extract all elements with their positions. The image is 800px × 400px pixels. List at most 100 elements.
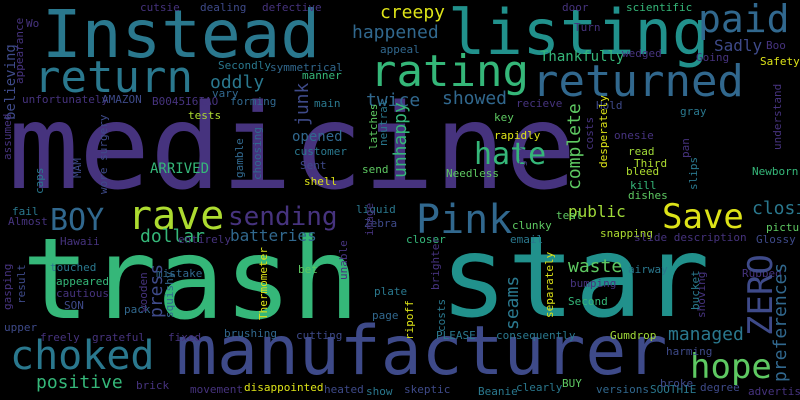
cloud-word: opened xyxy=(292,129,343,145)
cloud-word: harming xyxy=(666,345,713,358)
cloud-word: teal xyxy=(556,209,583,222)
cloud-word: wore surgery xyxy=(97,114,110,194)
cloud-word: Sent xyxy=(300,159,327,172)
cloud-word: plate xyxy=(374,285,408,298)
cloud-word: bumping xyxy=(570,277,617,290)
cloud-word: customer xyxy=(294,145,347,158)
cloud-word: sending xyxy=(228,202,338,232)
cloud-word: movement xyxy=(190,383,243,396)
cloud-word: public xyxy=(568,202,626,221)
cloud-word: dollar xyxy=(140,226,206,247)
cloud-word: SON xyxy=(64,299,84,312)
cloud-word: AMAZON xyxy=(102,93,142,106)
cloud-word: B0045I6IAO xyxy=(152,95,219,108)
cloud-word: upper xyxy=(4,321,38,334)
cloud-word: advertise xyxy=(748,385,800,398)
cloud-word: email xyxy=(510,233,544,246)
cloud-word: paid xyxy=(698,0,790,41)
cloud-word: Wo xyxy=(26,17,40,30)
cloud-word: appeared xyxy=(56,275,109,288)
cloud-word: brick xyxy=(136,379,170,392)
cloud-word: Instead xyxy=(42,0,321,73)
cloud-word: rating xyxy=(370,46,529,97)
cloud-word: medicine xyxy=(8,78,577,216)
cloud-word: read xyxy=(628,145,655,158)
cloud-word: tests xyxy=(188,109,222,122)
cloud-word: recieve xyxy=(516,97,563,110)
cloud-word: Pink xyxy=(416,197,513,243)
cloud-word: degree xyxy=(700,381,740,394)
cloud-word: unhappy xyxy=(390,102,411,178)
cloud-word: pack xyxy=(124,303,151,316)
cloud-word: Hawaii xyxy=(60,235,100,248)
cloud-word: slide description xyxy=(634,231,747,244)
cloud-word: PLEASE xyxy=(436,329,476,342)
cloud-word: unfortunately xyxy=(22,93,109,106)
cloud-word: oddly xyxy=(210,72,265,93)
cloud-word: wooden xyxy=(137,272,150,312)
cloud-word: scientific xyxy=(626,1,693,14)
cloud-word: cautious xyxy=(56,287,109,300)
cloud-word: listing xyxy=(448,0,710,69)
cloud-word: manufacturer xyxy=(176,312,668,391)
cloud-word: BUY xyxy=(562,377,582,390)
cloud-word: fixed xyxy=(168,331,202,344)
cloud-word: hate xyxy=(474,137,547,172)
cloud-word: costs xyxy=(583,116,596,150)
cloud-word: wedged xyxy=(622,47,662,60)
cloud-word: understand xyxy=(771,83,784,150)
cloud-word: result xyxy=(15,264,28,304)
cloud-word: defective xyxy=(262,1,322,14)
cloud-word: positive xyxy=(36,372,123,393)
cloud-word: bet xyxy=(298,263,318,276)
cloud-word: disappointed xyxy=(244,381,324,394)
cloud-word: gray xyxy=(680,105,707,118)
cloud-word: freely xyxy=(40,331,80,344)
cloud-word: send xyxy=(362,163,389,176)
cloud-word: unable xyxy=(337,240,350,280)
cloud-word: appeal xyxy=(380,43,420,56)
cloud-word: manner xyxy=(302,69,342,82)
cloud-word: brushing xyxy=(224,327,277,340)
cloud-word: Third xyxy=(634,157,668,170)
cloud-word: Thankfully xyxy=(540,49,625,65)
cloud-word: closing xyxy=(752,198,800,219)
cloud-word: Glossy xyxy=(756,233,796,246)
cloud-word: vary xyxy=(212,87,239,100)
cloud-word: hope xyxy=(690,347,772,387)
cloud-word: Beanie xyxy=(478,385,518,398)
cloud-word: touched xyxy=(50,261,97,274)
cloud-word: Save xyxy=(662,197,744,237)
cloud-word: assumed xyxy=(1,113,14,160)
cloud-word: Needless xyxy=(446,167,499,180)
cloud-word: bleed xyxy=(626,165,660,178)
cloud-word: clunky xyxy=(512,219,552,232)
cloud-word: image xyxy=(363,202,376,236)
cloud-word: Safety xyxy=(760,55,800,68)
cloud-word: appearance xyxy=(13,17,26,84)
cloud-word: slips xyxy=(687,156,700,190)
cloud-word: rapidly xyxy=(494,129,541,142)
cloud-word: Sadly xyxy=(714,36,763,55)
cloud-word: gamble xyxy=(233,138,246,178)
cloud-word: return xyxy=(34,52,193,103)
cloud-word: pictured xyxy=(766,221,800,234)
cloud-word: caps xyxy=(33,167,46,195)
cloud-word: managed xyxy=(668,324,744,345)
cloud-word: pan xyxy=(679,138,692,158)
cloud-word: clearly xyxy=(516,381,563,394)
cloud-word: SOOTHIE xyxy=(650,383,697,396)
cloud-word: versions xyxy=(596,383,649,396)
cloud-word: ARRIVED xyxy=(150,161,210,177)
cloud-word: Thermometer xyxy=(257,247,270,320)
cloud-word: rave xyxy=(128,193,225,239)
cloud-word: Turn xyxy=(574,21,601,34)
cloud-word: gasping xyxy=(1,263,14,310)
cloud-word: airway xyxy=(628,263,668,276)
cloud-word: star xyxy=(440,213,710,343)
cloud-word: cutsie xyxy=(140,1,180,14)
cloud-word: brighter xyxy=(429,237,442,290)
cloud-word: choked xyxy=(10,333,155,379)
cloud-word: Gumdrop xyxy=(610,329,657,342)
cloud-word: Second xyxy=(568,295,608,308)
